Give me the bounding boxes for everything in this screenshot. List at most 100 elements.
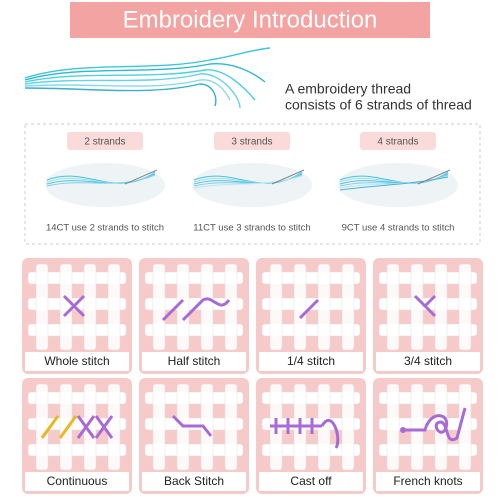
weave-row [378, 443, 478, 457]
weave-row [144, 323, 244, 337]
card-bg [373, 378, 483, 494]
stitch-label: Back Stitch [164, 474, 224, 488]
label-box [376, 472, 480, 491]
stitch-card: 1/4 stitch [256, 258, 366, 374]
weave-col [410, 383, 424, 471]
title-banner [70, 2, 430, 38]
stitch-card: Half stitch [139, 258, 249, 374]
strand-caption: 9CT use 4 strands to stitch [342, 223, 455, 234]
label-box [142, 472, 246, 491]
stitch-card: Whole stitch [22, 258, 132, 374]
stitch [423, 294, 437, 308]
card-bg [22, 258, 132, 374]
weave-row [144, 443, 244, 457]
weave-col [386, 263, 400, 351]
stitch-label: Cast off [290, 474, 332, 488]
weave-col [59, 383, 73, 471]
stitch [403, 407, 467, 442]
weave-row [378, 271, 478, 285]
weave-col [434, 263, 448, 351]
weave-col [293, 263, 307, 351]
weave-row [144, 271, 244, 285]
needle [124, 169, 158, 185]
weave-col [410, 263, 424, 351]
weave-row [27, 417, 127, 431]
weave-col [83, 383, 97, 471]
card-bg [139, 378, 249, 494]
strand-label: 4 strands [377, 137, 418, 148]
intro-line: consists of 6 strands of thread [285, 97, 472, 113]
weave-col [200, 263, 214, 351]
stitch-card: Continuous [22, 378, 132, 494]
weave-col [107, 263, 121, 351]
strand-label: 3 strands [231, 137, 272, 148]
stitch [298, 298, 320, 320]
weave-row [261, 391, 361, 405]
thread-oval [45, 163, 165, 207]
stitch-card: French knots [373, 378, 483, 494]
label-box [25, 352, 129, 371]
weave-row [144, 417, 244, 431]
card-bg [22, 378, 132, 494]
needle [271, 169, 305, 185]
weave-col [341, 263, 355, 351]
stitch [62, 294, 86, 318]
strand-caption: 11CT use 3 strands to stitch [193, 223, 310, 234]
label-box [25, 472, 129, 491]
stitch-label: 1/4 stitch [287, 354, 335, 368]
weave-col [152, 263, 166, 351]
strand-pill [67, 132, 143, 150]
weave-row [27, 323, 127, 337]
weave-col [35, 383, 49, 471]
stitch [58, 415, 78, 439]
weave-col [341, 383, 355, 471]
stitch-label: Continuous [47, 474, 108, 488]
stitch [171, 414, 213, 437]
weave-row [27, 443, 127, 457]
label-box [142, 352, 246, 371]
weave-row [27, 391, 127, 405]
weave-row [261, 271, 361, 285]
thread-oval [338, 163, 458, 207]
thread-strand [46, 174, 156, 187]
weave-col [224, 263, 238, 351]
weave-row [261, 323, 361, 337]
label-box [376, 352, 480, 371]
thread-illustration [24, 47, 271, 109]
thread-strand [193, 175, 303, 189]
stitch [76, 415, 96, 439]
stitch-card: Cast off [256, 378, 366, 494]
strand-caption: 14CT use 2 strands to stitch [46, 223, 164, 234]
stitch-label: French knots [393, 474, 462, 488]
card-bg [373, 258, 483, 374]
weave-col [458, 263, 472, 351]
thread-oval [192, 163, 312, 207]
card-bg [256, 258, 366, 374]
card-bg [256, 378, 366, 494]
strand-pill [360, 132, 436, 150]
weave-col [107, 383, 121, 471]
stitch-label: Whole stitch [44, 354, 109, 368]
weave-col [317, 263, 331, 351]
card-bg [139, 258, 249, 374]
weave-col [35, 263, 49, 351]
weave-col [269, 263, 283, 351]
stitch [40, 415, 60, 439]
stitch-label: 3/4 stitch [404, 354, 452, 368]
strand-label: 2 strands [84, 137, 125, 148]
weave-row [261, 297, 361, 311]
stitch-label: Half stitch [168, 354, 221, 368]
title: Embroidery Introduction [123, 6, 378, 33]
intro-line: A embroidery thread [285, 81, 411, 97]
weave-col [59, 263, 73, 351]
weave-col [224, 383, 238, 471]
weave-row [27, 271, 127, 285]
stitch-card: Back Stitch [139, 378, 249, 494]
thread-strand [339, 176, 449, 191]
weave-row [144, 391, 244, 405]
strand-pill [214, 132, 290, 150]
weave-row [378, 391, 478, 405]
weave-col [83, 263, 97, 351]
weave-col [176, 263, 190, 351]
needle [417, 169, 451, 185]
